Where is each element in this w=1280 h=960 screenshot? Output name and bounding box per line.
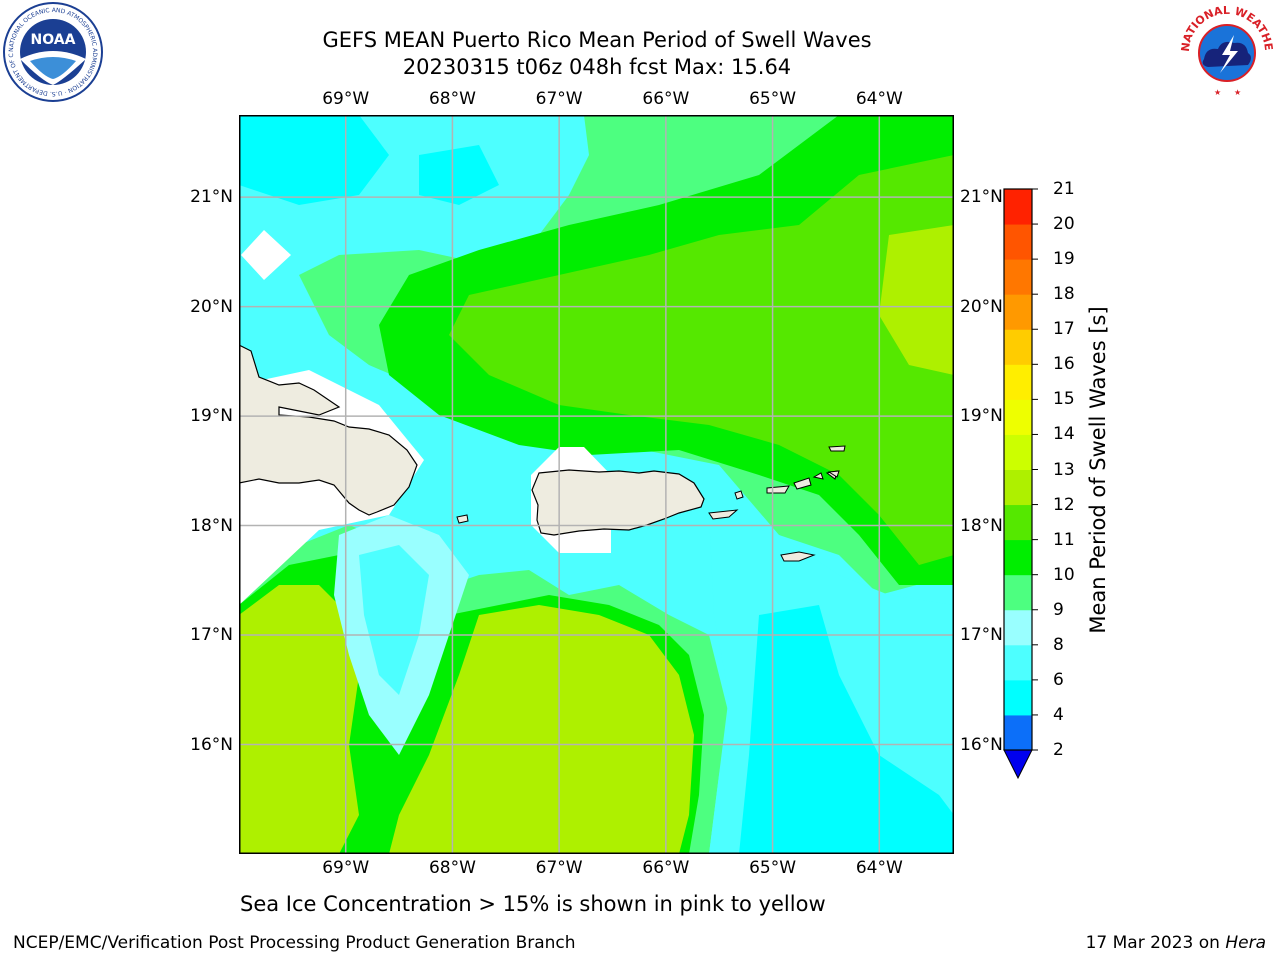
colorbar-tick-label: 12 bbox=[1053, 494, 1075, 515]
colorbar-tick-label: 17 bbox=[1053, 319, 1075, 340]
lat-tick-right: 20°N bbox=[960, 296, 1003, 317]
map-frame bbox=[239, 115, 954, 854]
lon-tick-bottom: 65°W bbox=[749, 858, 797, 878]
colorbar-segment bbox=[1004, 469, 1032, 506]
colorbar-segment bbox=[1004, 434, 1032, 470]
lat-tick-right: 18°N bbox=[960, 515, 1003, 536]
nws-logo-icon: NATIONAL WEATHER SERVICE ★ ★ bbox=[1176, 1, 1276, 101]
colorbar-segment bbox=[1004, 679, 1032, 716]
colorbar-tick-label: 11 bbox=[1053, 529, 1075, 550]
lon-tick-top: 66°W bbox=[642, 89, 690, 109]
lat-tick-left: 19°N bbox=[190, 406, 233, 427]
colorbar-tick-label: 15 bbox=[1053, 389, 1075, 410]
colorbar-title: Mean Period of Swell Waves [s] bbox=[1086, 306, 1110, 634]
sea-ice-note: Sea Ice Concentration > 15% is shown in … bbox=[240, 892, 826, 916]
lat-tick-right: 17°N bbox=[960, 625, 1003, 646]
colorbar-tick-label: 18 bbox=[1053, 284, 1075, 305]
colorbar-segment bbox=[1004, 364, 1032, 400]
lat-tick-left: 16°N bbox=[190, 734, 233, 755]
lat-tick-right: 21°N bbox=[960, 187, 1003, 208]
date-stamp: 17 Mar 2023 on Hera bbox=[1086, 933, 1266, 953]
noaa-logo-icon: NATIONAL OCEANIC AND ATMOSPHERIC ADMINIS… bbox=[2, 1, 103, 102]
colorbar-segment bbox=[1004, 189, 1032, 225]
colorbar-segment bbox=[1004, 609, 1032, 646]
colorbar-tick-label: 16 bbox=[1053, 354, 1075, 375]
colorbar-segment bbox=[1004, 259, 1032, 295]
lat-tick-left: 21°N bbox=[190, 187, 233, 208]
lon-tick-top: 64°W bbox=[855, 89, 903, 109]
colorbar bbox=[1003, 188, 1038, 780]
land-masses bbox=[239, 344, 846, 562]
colorbar-segment bbox=[1004, 574, 1032, 611]
colorbar-segment bbox=[1004, 539, 1032, 576]
colorbar-segment bbox=[1004, 329, 1032, 365]
colorbar-tick-label: 9 bbox=[1053, 599, 1064, 620]
colorbar-tick-label: 19 bbox=[1053, 249, 1075, 270]
lon-tick-top: 69°W bbox=[322, 89, 370, 109]
lon-tick-bottom: 68°W bbox=[428, 858, 476, 878]
colorbar-tick-label: 21 bbox=[1053, 179, 1075, 199]
lat-tick-left: 17°N bbox=[190, 625, 233, 646]
lon-tick-top: 67°W bbox=[535, 89, 583, 109]
colorbar-tick-label: 2 bbox=[1053, 740, 1064, 760]
svg-text:★: ★ bbox=[1234, 88, 1241, 97]
colorbar-tick-label: 8 bbox=[1053, 634, 1064, 655]
lat-tick-left: 18°N bbox=[190, 515, 233, 536]
colorbar-segment bbox=[1004, 399, 1032, 435]
lon-tick-bottom: 67°W bbox=[535, 858, 583, 878]
colorbar-segment bbox=[1004, 224, 1032, 260]
colorbar-segment bbox=[1004, 644, 1032, 681]
noaa-center-text: NOAA bbox=[31, 32, 76, 48]
svg-text:★: ★ bbox=[1214, 88, 1221, 97]
lon-tick-top: 65°W bbox=[749, 89, 797, 109]
lon-tick-bottom: 66°W bbox=[642, 858, 690, 878]
colorbar-tick-label: 10 bbox=[1053, 564, 1075, 585]
chart-title: GEFS MEAN Puerto Rico Mean Period of Swe… bbox=[322, 28, 872, 52]
colorbar-segment bbox=[1004, 714, 1032, 751]
date-text: 17 Mar 2023 on bbox=[1085, 933, 1220, 953]
lon-tick-bottom: 69°W bbox=[322, 858, 370, 878]
swell-period-map bbox=[239, 115, 954, 854]
colorbar-tick-label: 13 bbox=[1053, 459, 1075, 480]
lat-tick-right: 19°N bbox=[960, 406, 1003, 427]
colorbar-tick-label: 20 bbox=[1053, 214, 1075, 235]
lon-tick-bottom: 64°W bbox=[855, 858, 903, 878]
lat-tick-left: 20°N bbox=[190, 296, 233, 317]
colorbar-segment bbox=[1004, 294, 1032, 330]
lat-tick-right: 16°N bbox=[960, 734, 1003, 755]
colorbar-tick-label: 14 bbox=[1053, 424, 1075, 445]
chart-subtitle: 20230315 t06z 048h fcst Max: 15.64 bbox=[402, 55, 792, 79]
machine-name: Hera bbox=[1225, 933, 1266, 953]
credit-text: NCEP/EMC/Verification Post Processing Pr… bbox=[13, 933, 576, 953]
colorbar-segment bbox=[1004, 504, 1032, 541]
colorbar-tick-label: 4 bbox=[1053, 704, 1064, 725]
graticule bbox=[239, 115, 954, 854]
lon-tick-top: 68°W bbox=[428, 89, 476, 109]
colorbar-tick-label: 6 bbox=[1053, 669, 1064, 690]
colorbar-extend-low bbox=[1003, 749, 1033, 780]
